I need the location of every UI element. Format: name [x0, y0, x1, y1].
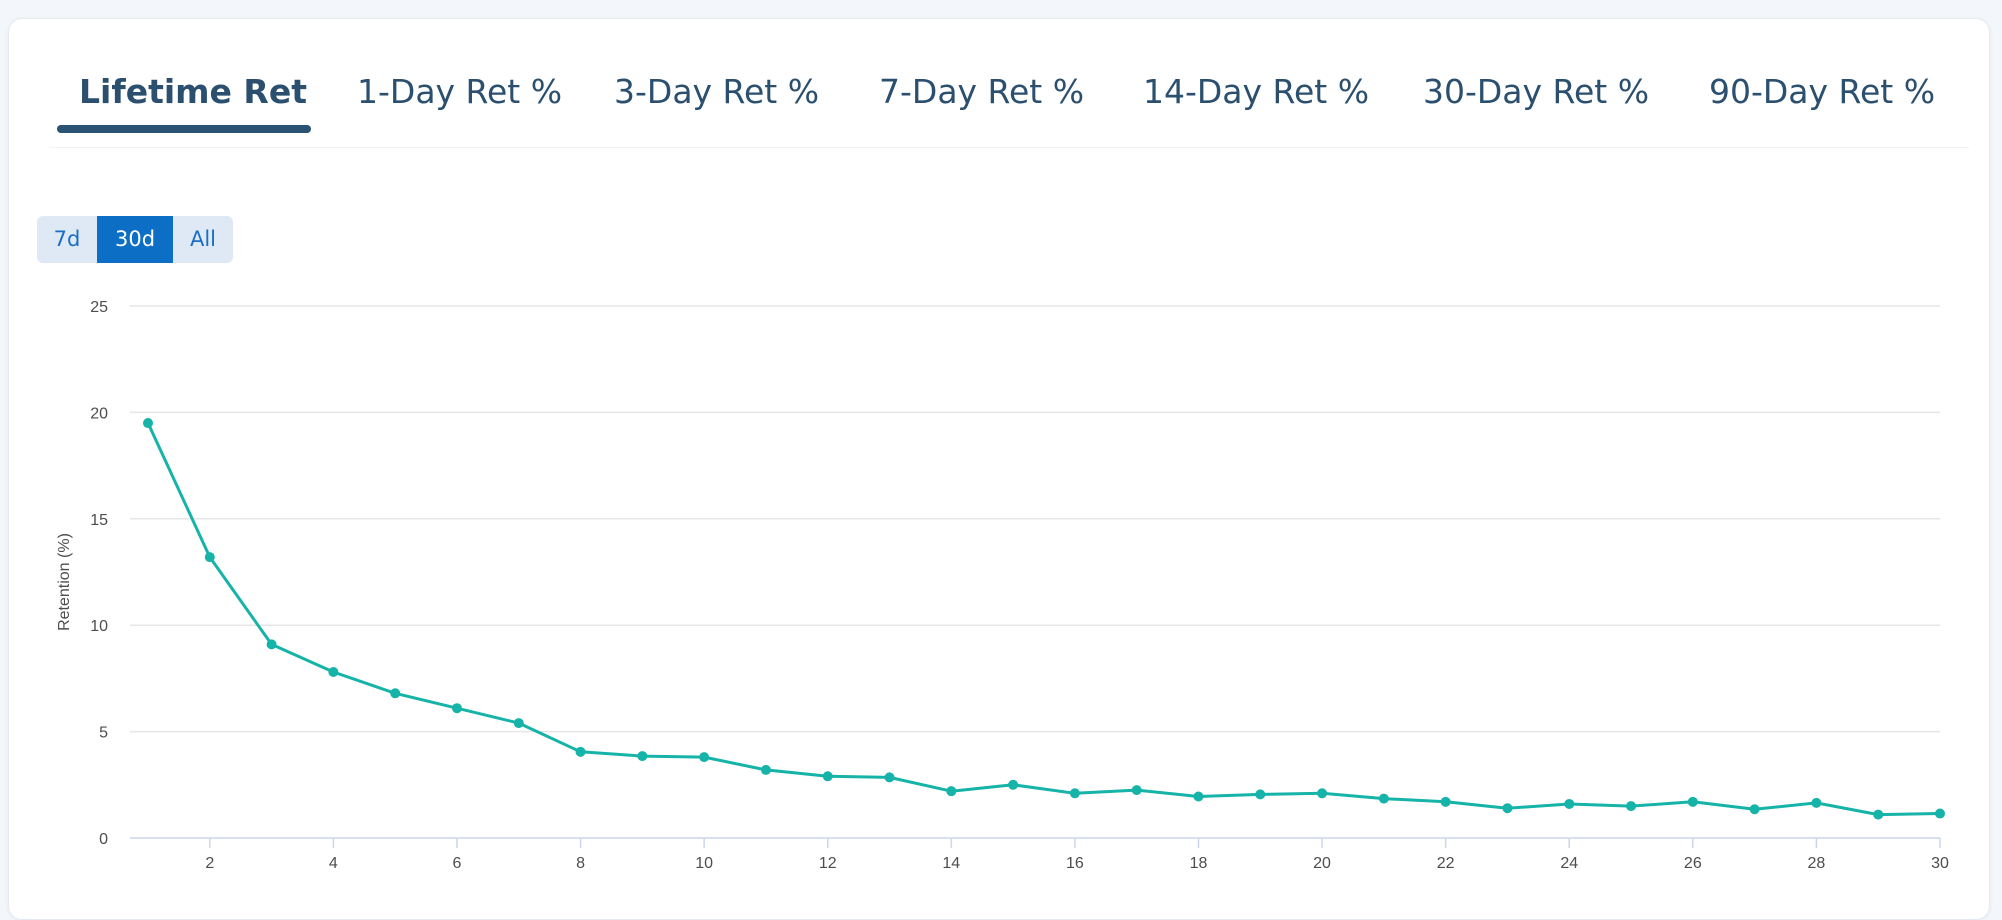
x-tick-label: 20 — [1313, 855, 1331, 872]
series-line — [146, 422, 1941, 817]
y-tick-label: 10 — [90, 618, 108, 635]
x-tick-label: 2 — [205, 855, 214, 872]
data-point[interactable] — [1317, 788, 1328, 799]
range-all-button[interactable]: All — [173, 216, 233, 263]
data-point[interactable] — [1564, 798, 1575, 809]
data-point[interactable] — [946, 786, 957, 797]
data-point[interactable] — [204, 552, 215, 563]
tab-90-day-ret[interactable]: 90-Day Ret % — [1709, 72, 1936, 111]
y-tick-label: 20 — [90, 405, 108, 422]
x-tick-label: 16 — [1066, 855, 1084, 872]
data-point[interactable] — [1069, 788, 1080, 799]
data-point[interactable] — [1008, 779, 1019, 790]
data-point[interactable] — [1502, 803, 1513, 814]
chart-gridlines — [130, 305, 1940, 733]
data-point[interactable] — [699, 752, 710, 763]
x-tick-label: 6 — [453, 855, 462, 872]
data-point[interactable] — [884, 772, 895, 783]
y-axis-ticks: 0 5 10 15 20 25 — [90, 299, 108, 848]
tab-1-day-ret[interactable]: 1-Day Ret % — [357, 72, 563, 111]
data-point[interactable] — [513, 718, 524, 729]
tab-30-day-ret[interactable]: 30-Day Ret % — [1423, 72, 1650, 111]
data-point[interactable] — [575, 746, 586, 757]
x-tick-label: 8 — [576, 855, 585, 872]
x-tick-label: 18 — [1190, 855, 1208, 872]
active-tab-indicator — [57, 125, 311, 133]
data-point[interactable] — [1626, 801, 1637, 812]
data-point[interactable] — [143, 418, 153, 429]
data-point[interactable] — [760, 764, 771, 775]
retention-card: Lifetime Ret 1-Day Ret % 3-Day Ret % 7-D… — [8, 18, 1990, 920]
data-point[interactable] — [451, 703, 462, 714]
data-point[interactable] — [1193, 791, 1204, 802]
range-30d-button[interactable]: 30d — [97, 216, 173, 263]
y-tick-label: 25 — [90, 299, 108, 316]
series-points — [143, 418, 1945, 820]
y-tick-label: 15 — [90, 512, 108, 529]
x-tick-label: 30 — [1931, 855, 1949, 872]
data-point[interactable] — [1687, 796, 1698, 807]
y-axis-label: Retention (%) — [56, 533, 73, 631]
data-point[interactable] — [1255, 789, 1266, 800]
x-axis-ticks: 2 4 6 8 10 12 14 16 18 20 22 24 26 28 30 — [205, 838, 1949, 872]
tab-lifetime-ret[interactable]: Lifetime Ret — [79, 72, 307, 111]
x-tick-label: 10 — [695, 855, 713, 872]
data-point[interactable] — [328, 667, 339, 678]
x-tick-label: 24 — [1560, 855, 1578, 872]
range-7d-button[interactable]: 7d — [37, 216, 97, 263]
data-point[interactable] — [1935, 808, 1945, 819]
data-point[interactable] — [822, 771, 833, 782]
data-point[interactable] — [1378, 793, 1389, 804]
y-tick-label: 5 — [99, 725, 108, 742]
range-selector: 7d 30d All — [37, 216, 233, 263]
x-tick-label: 12 — [819, 855, 837, 872]
x-tick-label: 26 — [1684, 855, 1702, 872]
data-point[interactable] — [1749, 804, 1760, 815]
data-point[interactable] — [1811, 797, 1822, 808]
y-tick-label: 0 — [99, 831, 108, 848]
retention-tabs: Lifetime Ret 1-Day Ret % 3-Day Ret % 7-D… — [49, 37, 1969, 148]
data-point[interactable] — [266, 639, 277, 650]
x-tick-label: 28 — [1808, 855, 1826, 872]
x-tick-label: 22 — [1437, 855, 1455, 872]
data-point[interactable] — [637, 751, 648, 762]
x-tick-label: 14 — [942, 855, 960, 872]
data-point[interactable] — [1873, 809, 1884, 820]
data-point[interactable] — [1440, 796, 1451, 807]
tab-3-day-ret[interactable]: 3-Day Ret % — [614, 72, 820, 111]
tab-7-day-ret[interactable]: 7-Day Ret % — [879, 72, 1085, 111]
data-point[interactable] — [390, 688, 401, 699]
tab-14-day-ret[interactable]: 14-Day Ret % — [1143, 72, 1370, 111]
x-tick-label: 4 — [329, 855, 338, 872]
data-point[interactable] — [1131, 785, 1142, 796]
